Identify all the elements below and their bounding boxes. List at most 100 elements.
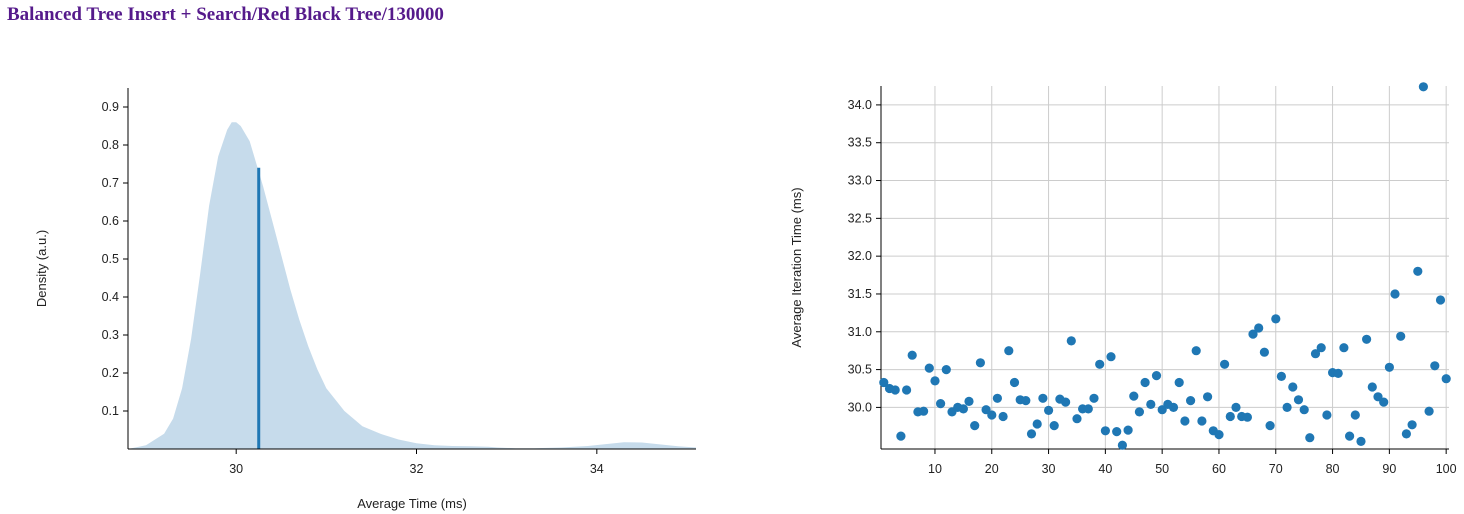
data-point [1316, 343, 1326, 353]
scatter-chart: 30.0 30.5 31.0 31.5 32.0 32.5 33.0 33.5 34.0 10 20… [789, 82, 1457, 476]
data-point [1112, 427, 1122, 437]
data-point [1174, 377, 1184, 388]
data-point [970, 421, 980, 431]
data-point [1146, 399, 1156, 409]
data-point [936, 399, 946, 409]
data-point [1026, 429, 1037, 439]
x-tick-label: 70 [1269, 462, 1283, 476]
y-tick-label: 31.5 [848, 287, 872, 301]
data-point [1339, 343, 1349, 353]
data-point [941, 365, 951, 375]
data-point [1066, 336, 1076, 346]
data-point [1322, 410, 1332, 420]
data-point [1265, 421, 1275, 431]
data-point [1418, 82, 1428, 92]
y-tick-label: 30.0 [848, 400, 872, 414]
data-point [1276, 371, 1286, 381]
data-point [1254, 323, 1264, 333]
x-tick-label: 30 [1042, 462, 1056, 476]
x-tick-label: 32 [410, 462, 424, 476]
data-point [1350, 410, 1360, 420]
data-point [1424, 406, 1434, 416]
data-point [1271, 314, 1281, 324]
data-point [1430, 361, 1440, 371]
data-point [1123, 425, 1133, 435]
data-point [879, 377, 889, 388]
data-point [1367, 382, 1377, 392]
data-point [1305, 433, 1315, 443]
y-tick-label: 34.0 [848, 98, 872, 112]
data-point [1214, 430, 1224, 440]
data-point [1004, 346, 1014, 356]
x-tick-label: 100 [1436, 462, 1457, 476]
x-tick-label: 60 [1212, 462, 1226, 476]
y-tick-label: 0.9 [102, 100, 119, 114]
x-tick-label: 90 [1382, 462, 1396, 476]
y-tick-label: 0.8 [102, 138, 119, 152]
y-tick-label: 31.0 [848, 325, 872, 339]
x-tick-label: 50 [1155, 462, 1169, 476]
data-point [1186, 396, 1196, 406]
data-point [1134, 407, 1144, 417]
data-point [1390, 289, 1400, 299]
data-point [1384, 362, 1394, 372]
data-point [1032, 419, 1042, 429]
data-point [1191, 346, 1201, 356]
data-point [1129, 391, 1139, 401]
data-point [902, 385, 912, 395]
x-tick-label: 30 [229, 462, 243, 476]
data-point [1401, 429, 1411, 439]
data-point [1379, 397, 1389, 407]
density-area [128, 122, 696, 449]
data-point [1009, 377, 1020, 388]
data-point [1310, 349, 1321, 359]
data-point [998, 411, 1008, 422]
y-tick-label: 30.5 [848, 363, 872, 377]
y-axis-title: Average Iteration Time (ms) [789, 187, 804, 347]
data-point [1100, 426, 1110, 436]
data-point [1225, 411, 1235, 422]
y-tick-label: 0.2 [102, 366, 119, 380]
y-tick-label: 33.5 [848, 136, 872, 150]
density-chart: 0.1 0.2 0.3 0.4 0.5 0.6 0.7 0.8 0.9 30 32 34 Average… [34, 88, 696, 511]
data-point [896, 431, 906, 441]
data-point [1293, 395, 1304, 405]
data-point [1282, 402, 1292, 412]
data-point [924, 363, 934, 373]
data-point [1435, 295, 1446, 305]
data-point [890, 385, 900, 395]
data-point [1288, 382, 1298, 392]
data-point [1140, 377, 1150, 388]
y-tick-label: 32.0 [848, 249, 872, 263]
data-point [919, 406, 929, 416]
x-tick-label: 34 [590, 462, 604, 476]
data-point [1106, 352, 1116, 362]
data-point [1259, 347, 1269, 357]
data-point [1345, 431, 1355, 441]
data-point [992, 393, 1003, 403]
data-point [1049, 421, 1059, 431]
data-point [975, 358, 986, 368]
data-point [1407, 420, 1417, 430]
x-tick-label: 20 [985, 462, 999, 476]
y-tick-label: 33.0 [848, 174, 872, 188]
y-tick-label: 0.7 [102, 176, 119, 190]
data-point [1220, 359, 1230, 369]
x-tick-label: 80 [1326, 462, 1340, 476]
data-point [1197, 416, 1207, 426]
data-point [1396, 331, 1406, 341]
data-point [1441, 374, 1451, 384]
y-tick-label: 0.4 [102, 290, 119, 304]
data-point [1168, 402, 1179, 412]
data-point [1231, 402, 1241, 412]
data-point [1021, 396, 1031, 406]
y-tick-label: 0.3 [102, 328, 119, 342]
y-tick-label: 0.5 [102, 252, 119, 266]
data-point [1089, 393, 1099, 403]
data-point [1072, 414, 1082, 424]
data-point [987, 410, 997, 420]
y-tick-label: 0.6 [102, 214, 119, 228]
y-axis-title: Density (a.u.) [34, 230, 49, 307]
data-point [1242, 412, 1252, 422]
